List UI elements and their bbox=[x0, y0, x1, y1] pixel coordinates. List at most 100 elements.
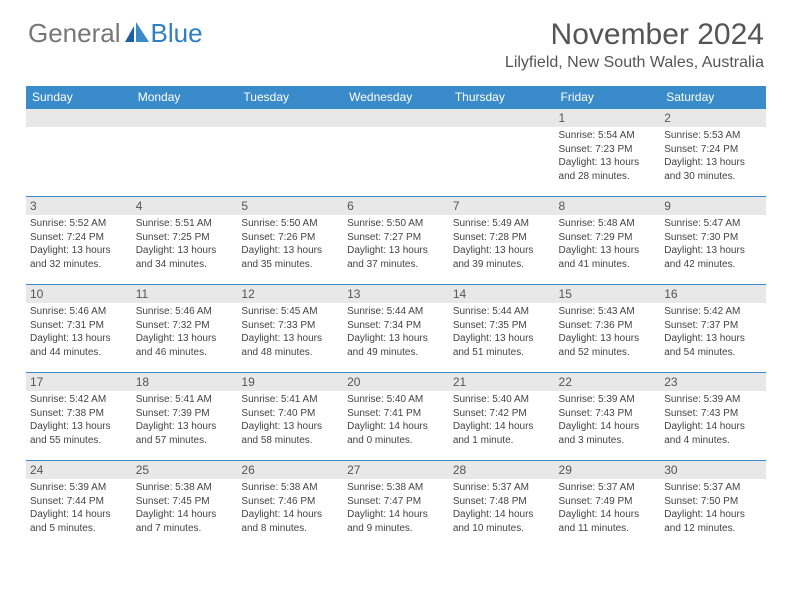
day-details: Sunrise: 5:50 AMSunset: 7:26 PMDaylight:… bbox=[237, 215, 343, 273]
calendar-day-cell: 23Sunrise: 5:39 AMSunset: 7:43 PMDayligh… bbox=[660, 373, 766, 461]
day-details: Sunrise: 5:53 AMSunset: 7:24 PMDaylight:… bbox=[660, 127, 766, 185]
calendar-week-row: 3Sunrise: 5:52 AMSunset: 7:24 PMDaylight… bbox=[26, 197, 766, 285]
day-details: Sunrise: 5:37 AMSunset: 7:50 PMDaylight:… bbox=[660, 479, 766, 537]
day-number: 15 bbox=[555, 285, 661, 303]
empty-daynum bbox=[132, 109, 238, 127]
brand-part1: General bbox=[28, 18, 121, 49]
empty-daynum bbox=[449, 109, 555, 127]
header: General Blue November 2024 Lilyfield, Ne… bbox=[0, 0, 792, 80]
calendar-day-cell: 13Sunrise: 5:44 AMSunset: 7:34 PMDayligh… bbox=[343, 285, 449, 373]
calendar-body: 1Sunrise: 5:54 AMSunset: 7:23 PMDaylight… bbox=[26, 109, 766, 549]
day-details: Sunrise: 5:46 AMSunset: 7:32 PMDaylight:… bbox=[132, 303, 238, 361]
calendar-day-cell: 9Sunrise: 5:47 AMSunset: 7:30 PMDaylight… bbox=[660, 197, 766, 285]
day-details: Sunrise: 5:48 AMSunset: 7:29 PMDaylight:… bbox=[555, 215, 661, 273]
day-number: 19 bbox=[237, 373, 343, 391]
calendar-day-cell: 26Sunrise: 5:38 AMSunset: 7:46 PMDayligh… bbox=[237, 461, 343, 549]
calendar-day-cell: 2Sunrise: 5:53 AMSunset: 7:24 PMDaylight… bbox=[660, 109, 766, 197]
day-details: Sunrise: 5:38 AMSunset: 7:45 PMDaylight:… bbox=[132, 479, 238, 537]
calendar-day-cell: 19Sunrise: 5:41 AMSunset: 7:40 PMDayligh… bbox=[237, 373, 343, 461]
calendar-week-row: 17Sunrise: 5:42 AMSunset: 7:38 PMDayligh… bbox=[26, 373, 766, 461]
day-details: Sunrise: 5:37 AMSunset: 7:49 PMDaylight:… bbox=[555, 479, 661, 537]
day-details: Sunrise: 5:42 AMSunset: 7:38 PMDaylight:… bbox=[26, 391, 132, 449]
day-number: 23 bbox=[660, 373, 766, 391]
day-number: 6 bbox=[343, 197, 449, 215]
day-details: Sunrise: 5:37 AMSunset: 7:48 PMDaylight:… bbox=[449, 479, 555, 537]
calendar-day-cell: 24Sunrise: 5:39 AMSunset: 7:44 PMDayligh… bbox=[26, 461, 132, 549]
day-details: Sunrise: 5:40 AMSunset: 7:42 PMDaylight:… bbox=[449, 391, 555, 449]
day-number: 13 bbox=[343, 285, 449, 303]
day-details: Sunrise: 5:50 AMSunset: 7:27 PMDaylight:… bbox=[343, 215, 449, 273]
weekday-header: Wednesday bbox=[343, 86, 449, 109]
calendar-day-cell: 1Sunrise: 5:54 AMSunset: 7:23 PMDaylight… bbox=[555, 109, 661, 197]
day-number: 7 bbox=[449, 197, 555, 215]
calendar-day-cell: 16Sunrise: 5:42 AMSunset: 7:37 PMDayligh… bbox=[660, 285, 766, 373]
day-number: 5 bbox=[237, 197, 343, 215]
day-number: 3 bbox=[26, 197, 132, 215]
day-details: Sunrise: 5:45 AMSunset: 7:33 PMDaylight:… bbox=[237, 303, 343, 361]
calendar-day-cell: 4Sunrise: 5:51 AMSunset: 7:25 PMDaylight… bbox=[132, 197, 238, 285]
weekday-header: Tuesday bbox=[237, 86, 343, 109]
calendar-week-row: 1Sunrise: 5:54 AMSunset: 7:23 PMDaylight… bbox=[26, 109, 766, 197]
calendar-day-cell: 28Sunrise: 5:37 AMSunset: 7:48 PMDayligh… bbox=[449, 461, 555, 549]
empty-daynum bbox=[343, 109, 449, 127]
day-details: Sunrise: 5:39 AMSunset: 7:43 PMDaylight:… bbox=[555, 391, 661, 449]
day-number: 11 bbox=[132, 285, 238, 303]
day-number: 20 bbox=[343, 373, 449, 391]
brand-part2: Blue bbox=[151, 18, 203, 49]
day-details: Sunrise: 5:38 AMSunset: 7:47 PMDaylight:… bbox=[343, 479, 449, 537]
day-number: 2 bbox=[660, 109, 766, 127]
day-details: Sunrise: 5:44 AMSunset: 7:35 PMDaylight:… bbox=[449, 303, 555, 361]
calendar-day-cell: 20Sunrise: 5:40 AMSunset: 7:41 PMDayligh… bbox=[343, 373, 449, 461]
calendar-week-row: 24Sunrise: 5:39 AMSunset: 7:44 PMDayligh… bbox=[26, 461, 766, 549]
calendar-day-cell bbox=[132, 109, 238, 197]
calendar-day-cell: 22Sunrise: 5:39 AMSunset: 7:43 PMDayligh… bbox=[555, 373, 661, 461]
day-number: 30 bbox=[660, 461, 766, 479]
day-number: 4 bbox=[132, 197, 238, 215]
calendar-day-cell: 12Sunrise: 5:45 AMSunset: 7:33 PMDayligh… bbox=[237, 285, 343, 373]
calendar-day-cell: 14Sunrise: 5:44 AMSunset: 7:35 PMDayligh… bbox=[449, 285, 555, 373]
calendar-day-cell bbox=[237, 109, 343, 197]
calendar-day-cell bbox=[449, 109, 555, 197]
day-number: 8 bbox=[555, 197, 661, 215]
title-block: November 2024 Lilyfield, New South Wales… bbox=[505, 18, 764, 72]
day-number: 26 bbox=[237, 461, 343, 479]
calendar-day-cell: 11Sunrise: 5:46 AMSunset: 7:32 PMDayligh… bbox=[132, 285, 238, 373]
weekday-header: Saturday bbox=[660, 86, 766, 109]
calendar-day-cell: 17Sunrise: 5:42 AMSunset: 7:38 PMDayligh… bbox=[26, 373, 132, 461]
empty-daynum bbox=[26, 109, 132, 127]
day-number: 12 bbox=[237, 285, 343, 303]
day-details: Sunrise: 5:49 AMSunset: 7:28 PMDaylight:… bbox=[449, 215, 555, 273]
day-number: 1 bbox=[555, 109, 661, 127]
calendar-day-cell: 27Sunrise: 5:38 AMSunset: 7:47 PMDayligh… bbox=[343, 461, 449, 549]
day-number: 9 bbox=[660, 197, 766, 215]
day-number: 18 bbox=[132, 373, 238, 391]
day-number: 27 bbox=[343, 461, 449, 479]
day-details: Sunrise: 5:42 AMSunset: 7:37 PMDaylight:… bbox=[660, 303, 766, 361]
day-details: Sunrise: 5:41 AMSunset: 7:40 PMDaylight:… bbox=[237, 391, 343, 449]
calendar-day-cell: 3Sunrise: 5:52 AMSunset: 7:24 PMDaylight… bbox=[26, 197, 132, 285]
day-number: 10 bbox=[26, 285, 132, 303]
weekday-header: Sunday bbox=[26, 86, 132, 109]
day-details: Sunrise: 5:44 AMSunset: 7:34 PMDaylight:… bbox=[343, 303, 449, 361]
day-number: 28 bbox=[449, 461, 555, 479]
day-number: 25 bbox=[132, 461, 238, 479]
calendar-day-cell: 30Sunrise: 5:37 AMSunset: 7:50 PMDayligh… bbox=[660, 461, 766, 549]
weekday-header: Friday bbox=[555, 86, 661, 109]
calendar-day-cell: 18Sunrise: 5:41 AMSunset: 7:39 PMDayligh… bbox=[132, 373, 238, 461]
location-text: Lilyfield, New South Wales, Australia bbox=[505, 54, 764, 72]
sails-icon bbox=[125, 18, 151, 49]
day-details: Sunrise: 5:52 AMSunset: 7:24 PMDaylight:… bbox=[26, 215, 132, 273]
weekday-header: Thursday bbox=[449, 86, 555, 109]
day-number: 21 bbox=[449, 373, 555, 391]
page-title: November 2024 bbox=[505, 18, 764, 52]
day-details: Sunrise: 5:47 AMSunset: 7:30 PMDaylight:… bbox=[660, 215, 766, 273]
day-details: Sunrise: 5:43 AMSunset: 7:36 PMDaylight:… bbox=[555, 303, 661, 361]
calendar-week-row: 10Sunrise: 5:46 AMSunset: 7:31 PMDayligh… bbox=[26, 285, 766, 373]
brand-logo: General Blue bbox=[28, 18, 203, 49]
calendar-day-cell: 8Sunrise: 5:48 AMSunset: 7:29 PMDaylight… bbox=[555, 197, 661, 285]
calendar-day-cell: 5Sunrise: 5:50 AMSunset: 7:26 PMDaylight… bbox=[237, 197, 343, 285]
calendar-day-cell bbox=[343, 109, 449, 197]
calendar-table: SundayMondayTuesdayWednesdayThursdayFrid… bbox=[26, 86, 766, 549]
calendar-day-cell: 7Sunrise: 5:49 AMSunset: 7:28 PMDaylight… bbox=[449, 197, 555, 285]
day-details: Sunrise: 5:39 AMSunset: 7:44 PMDaylight:… bbox=[26, 479, 132, 537]
